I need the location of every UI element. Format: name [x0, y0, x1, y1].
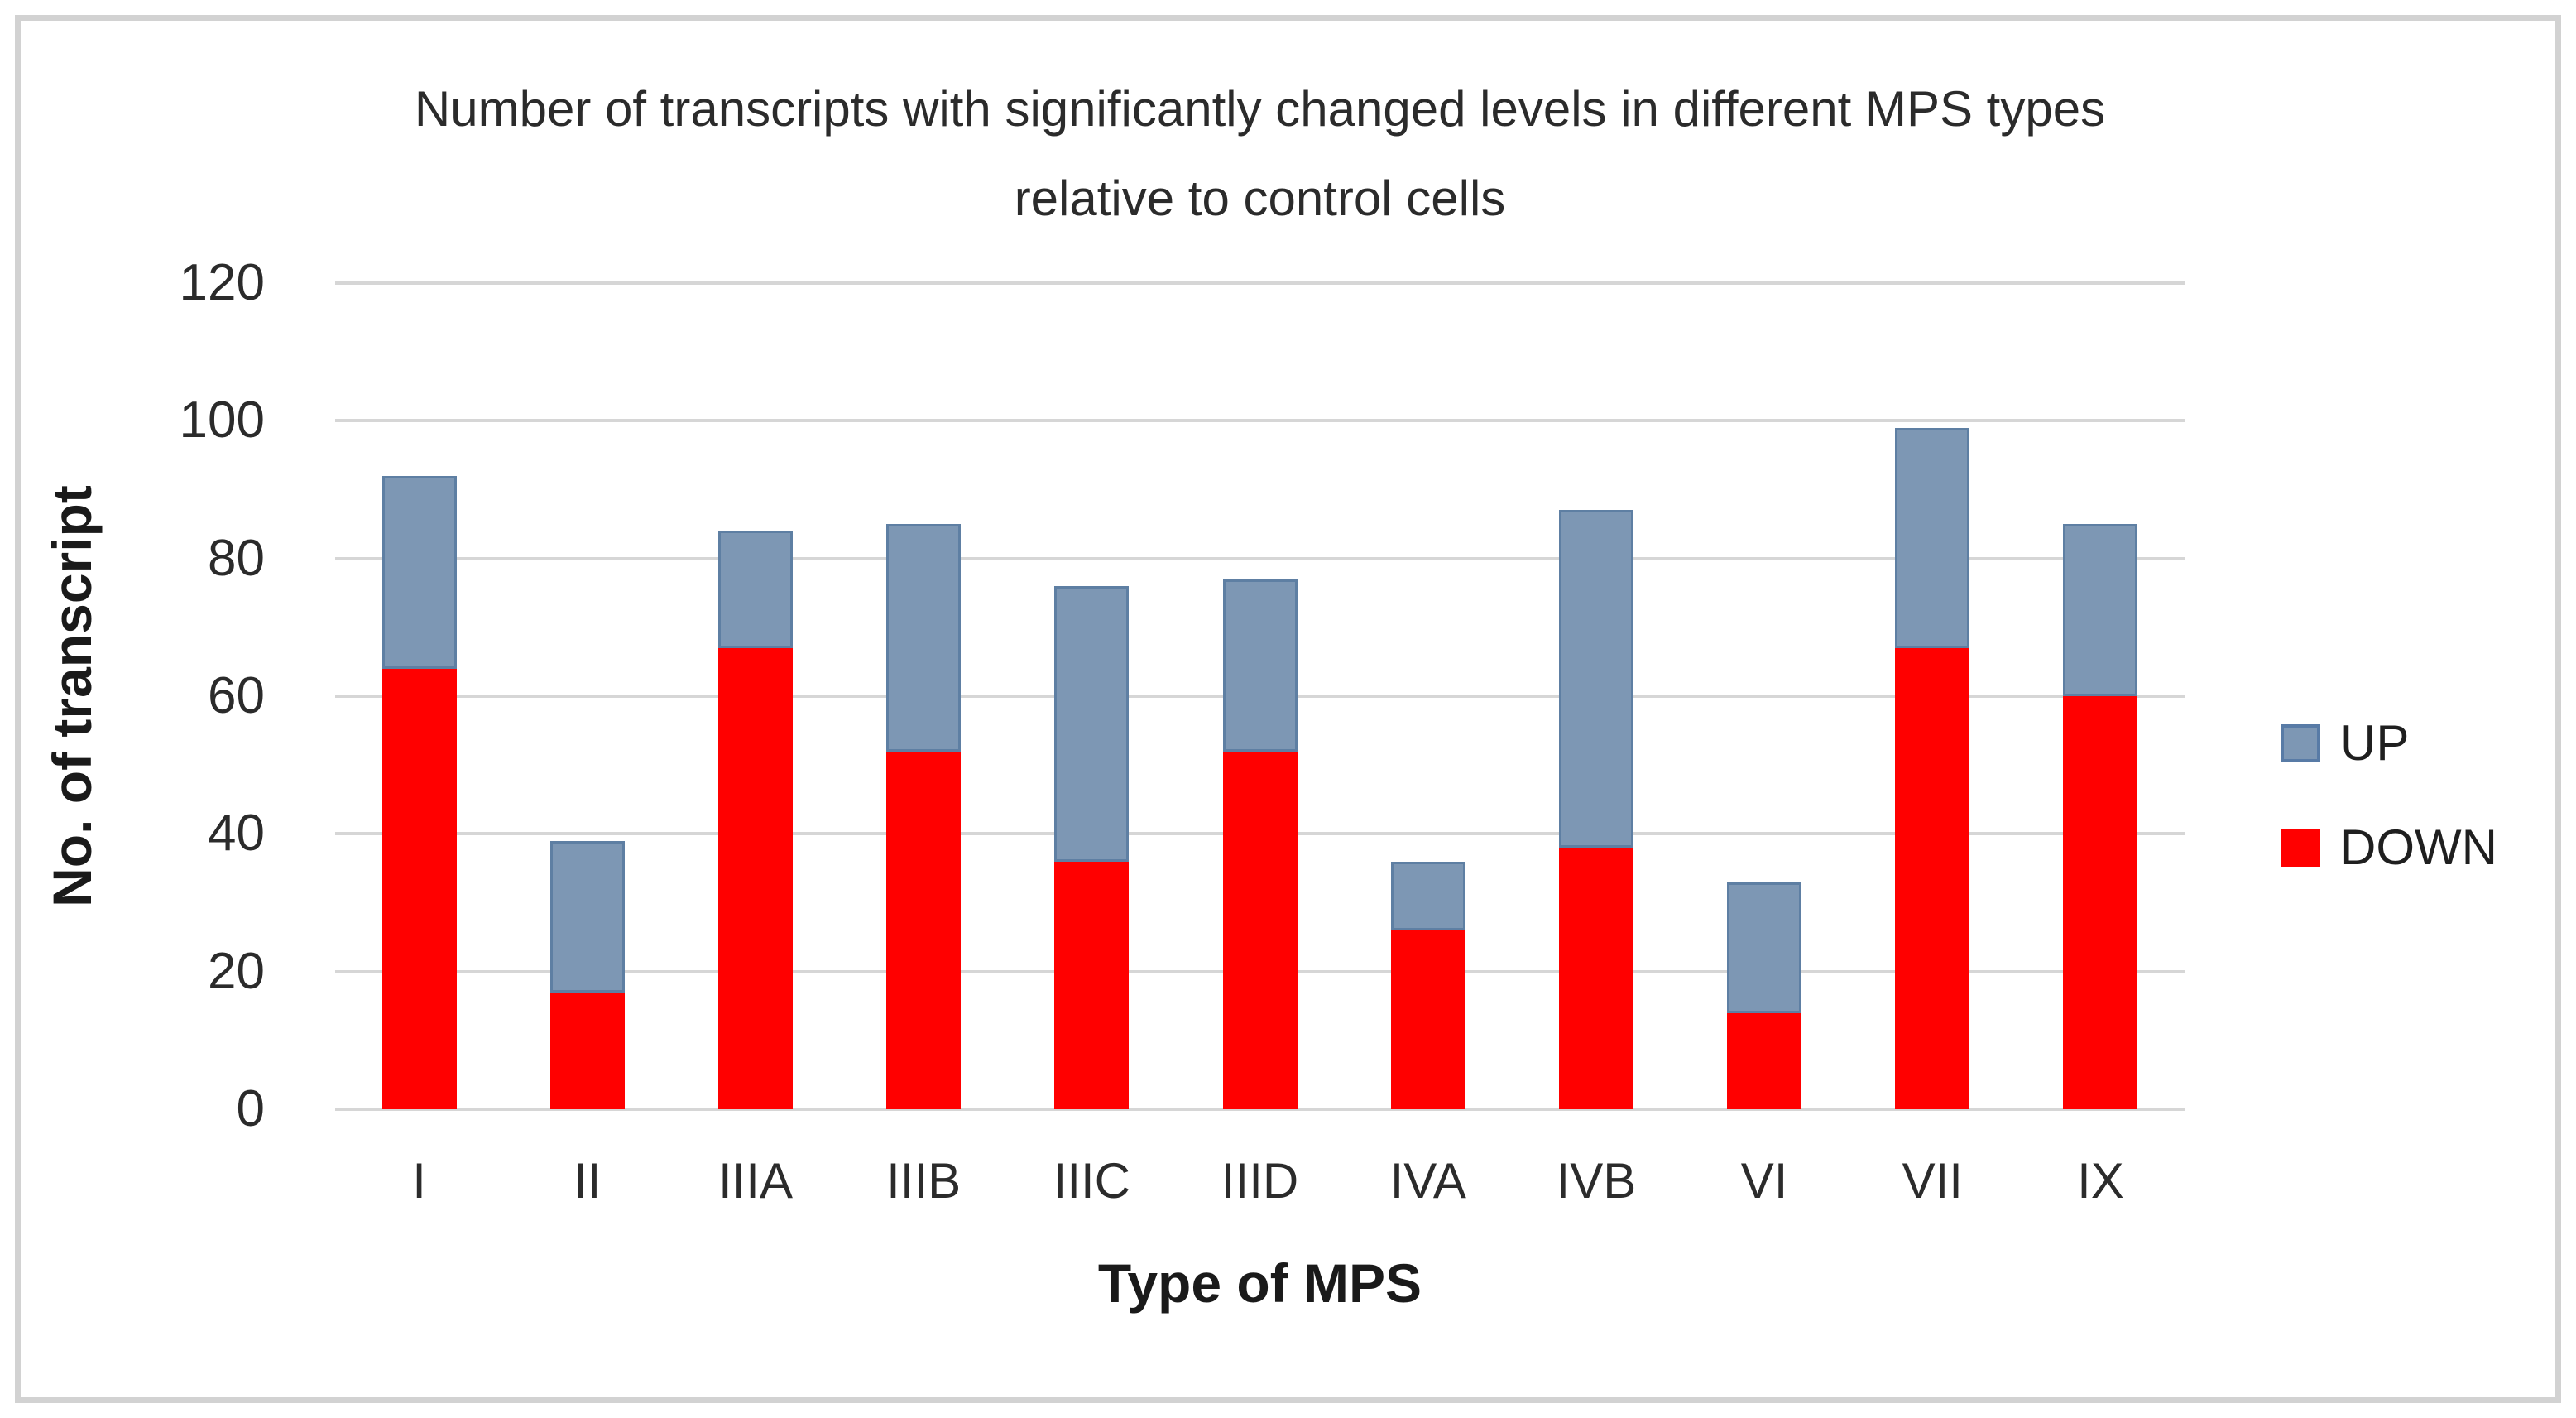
bar-segment-down: [381, 668, 457, 1109]
bar-IIIA: [717, 531, 793, 1109]
x-tick-label: VI: [1740, 1153, 1788, 1209]
legend-item-up: UP: [2281, 719, 2497, 768]
bar-segment-down: [1895, 647, 1970, 1109]
bar-I: [381, 475, 457, 1109]
plot-area: [335, 281, 2185, 1111]
bar-VI: [1727, 882, 1802, 1109]
y-tick-label: 20: [208, 942, 265, 1000]
bar-segment-down: [1054, 861, 1130, 1109]
legend-label: UP: [2340, 715, 2410, 771]
bar-segment-down: [1727, 1012, 1802, 1109]
bar-IVB: [1558, 510, 1633, 1109]
bar-segment-up: [1558, 510, 1633, 848]
x-tick-label: IIIA: [717, 1153, 793, 1209]
y-tick-label: 120: [179, 254, 265, 311]
bar-IVA: [1390, 861, 1465, 1109]
legend-swatch-down-icon: [2281, 829, 2320, 867]
x-tick-label: IIIB: [886, 1153, 962, 1209]
bar-IIID: [1222, 579, 1298, 1109]
y-tick-label: 40: [208, 805, 265, 863]
bar-segment-up: [381, 475, 457, 669]
bar-segment-down: [2063, 696, 2138, 1109]
bar-segment-up: [1222, 579, 1298, 752]
bar-segment-down: [1558, 847, 1633, 1109]
bar-IX: [2063, 524, 2138, 1109]
bar-IIIC: [1054, 585, 1130, 1109]
bar-segment-up: [717, 531, 793, 648]
legend: UP DOWN: [2281, 719, 2497, 872]
bar-segment-down: [1222, 751, 1298, 1109]
x-tick-label: IVA: [1389, 1153, 1466, 1209]
gridline: [335, 556, 2185, 560]
bar-segment-up: [549, 840, 625, 993]
x-tick-label: VII: [1902, 1153, 1963, 1209]
x-tick-label: I: [412, 1153, 426, 1209]
bar-segment-up: [1727, 882, 1802, 1013]
bar-segment-up: [2063, 524, 2138, 696]
bar-segment-down: [1390, 930, 1465, 1109]
y-tick-label: 80: [208, 529, 265, 587]
x-tick-label: IVB: [1556, 1153, 1637, 1209]
x-tick-label: II: [573, 1153, 602, 1209]
bar-segment-up: [886, 524, 962, 752]
bar-segment-down: [886, 751, 962, 1109]
legend-swatch-up-icon: [2281, 724, 2320, 762]
bar-segment-down: [717, 647, 793, 1109]
legend-item-down: DOWN: [2281, 823, 2497, 872]
x-tick-label: IX: [2077, 1153, 2124, 1209]
y-tick-label: 100: [179, 392, 265, 449]
legend-label: DOWN: [2340, 820, 2497, 875]
x-axis-title: Type of MPS: [1097, 1252, 1422, 1314]
bar-segment-up: [1895, 427, 1970, 648]
y-axis-tick-labels: 0 20 40 60 80 100 120: [0, 257, 298, 1135]
bar-segment-up: [1390, 861, 1465, 930]
x-tick-label: IIIC: [1053, 1153, 1131, 1209]
gridline: [335, 1108, 2185, 1111]
bar-segment-up: [1054, 585, 1130, 862]
chart-title: Number of transcripts with significantly…: [335, 65, 2185, 243]
gridline: [335, 419, 2185, 423]
x-axis-tick-labels: I II IIIA IIIB IIIC IIID IVA IVB VI VII IX: [335, 1152, 2185, 1209]
x-tick-label: IIID: [1221, 1153, 1299, 1209]
bar-II: [549, 840, 625, 1109]
bar-VII: [1895, 427, 1970, 1109]
y-tick-label: 60: [208, 667, 265, 724]
y-tick-label: 0: [236, 1080, 265, 1137]
gridline: [335, 281, 2185, 285]
bar-IIIB: [886, 524, 962, 1109]
bar-segment-down: [549, 992, 625, 1109]
chart-title-text: Number of transcripts with significantly…: [414, 81, 2106, 226]
